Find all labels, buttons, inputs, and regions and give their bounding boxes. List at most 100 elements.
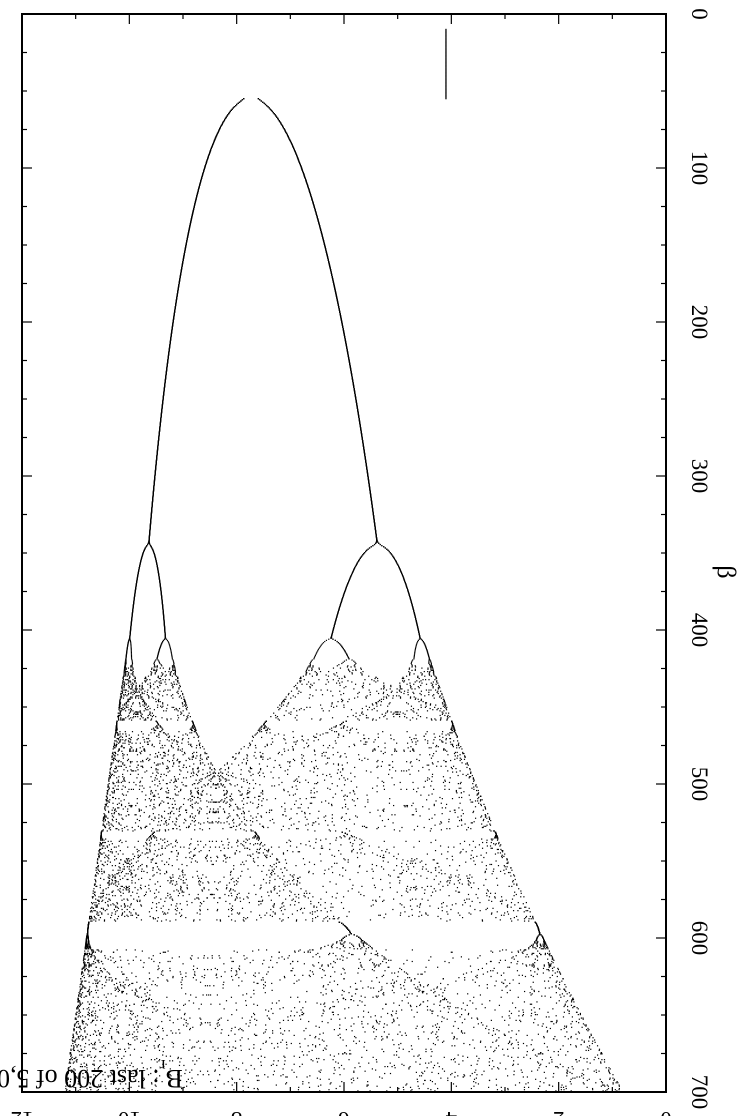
data-point [359, 426, 362, 428]
data-point [354, 661, 356, 663]
data-point [168, 347, 171, 349]
data-point [158, 660, 160, 662]
data-point [445, 86, 447, 88]
data-point [158, 433, 160, 435]
data-point [331, 274, 333, 277]
data-point [152, 549, 154, 551]
data-point [132, 689, 134, 691]
data-point [418, 677, 420, 680]
data-point [124, 682, 126, 684]
data-point [372, 512, 374, 514]
data-point [137, 571, 140, 573]
data-point [129, 637, 131, 639]
data-point [214, 137, 217, 139]
data-point [341, 324, 344, 326]
data-point [323, 241, 325, 243]
data-point [141, 556, 143, 558]
data-point [282, 126, 284, 129]
data-point [130, 649, 132, 651]
data-point [401, 572, 403, 574]
data-point [290, 690, 293, 692]
data-point [445, 32, 447, 34]
data-point [170, 670, 172, 673]
data-point [351, 572, 353, 574]
data-point [125, 689, 127, 691]
data-point [140, 689, 142, 691]
data-point [134, 691, 137, 693]
data-point [202, 173, 204, 175]
data-point [414, 615, 416, 617]
data-point [124, 668, 126, 670]
data-point [130, 665, 132, 667]
data-point [125, 673, 127, 675]
data-point [416, 624, 418, 626]
data-point [155, 561, 157, 563]
data-point [320, 230, 322, 233]
data-point [178, 682, 180, 684]
data-point [391, 690, 393, 692]
data-point [445, 91, 447, 94]
data-point [151, 503, 153, 505]
data-point [142, 552, 144, 554]
data-point [353, 569, 355, 571]
data-point [144, 680, 146, 682]
data-point [151, 667, 153, 669]
data-point [340, 601, 342, 603]
data-point [134, 677, 137, 680]
data-point [130, 644, 132, 646]
data-point [354, 392, 356, 394]
data-point [157, 687, 159, 689]
data-point [176, 296, 178, 298]
data-point [218, 130, 220, 132]
data-point [333, 286, 336, 288]
data-point [124, 689, 127, 691]
data-point [289, 140, 292, 143]
data-point [127, 642, 129, 644]
data-point [200, 180, 202, 182]
data-point [367, 473, 369, 475]
data-point [193, 206, 195, 208]
data-point [427, 670, 429, 673]
data-point [195, 199, 197, 201]
data-point [445, 70, 447, 72]
data-point [376, 540, 378, 542]
data-point [355, 669, 357, 672]
data-point [340, 318, 342, 320]
data-point [162, 610, 164, 613]
data-point [130, 651, 132, 653]
data-point [175, 299, 178, 301]
data-point [325, 251, 328, 253]
data-point [151, 504, 153, 506]
data-point [136, 688, 138, 690]
data-point [171, 654, 173, 657]
data-point [128, 681, 130, 683]
data-point [309, 685, 311, 688]
data-point [430, 660, 432, 662]
data-point [340, 600, 343, 602]
data-point [172, 683, 174, 685]
data-point [354, 565, 357, 568]
data-point [149, 531, 151, 533]
data-point [445, 58, 447, 60]
data-point [305, 669, 308, 672]
data-point [326, 689, 329, 691]
data-point [163, 616, 165, 618]
data-point [189, 222, 192, 225]
data-point [436, 680, 438, 682]
data-point [136, 579, 138, 581]
data-point [170, 334, 172, 337]
data-point [164, 631, 166, 633]
data-point [374, 523, 376, 525]
data-point [345, 345, 348, 347]
data-point [408, 592, 410, 594]
data-point [177, 287, 179, 289]
data-point [435, 676, 437, 678]
data-point [285, 132, 288, 134]
data-point [132, 668, 134, 670]
data-point [181, 266, 183, 268]
data-point [400, 688, 402, 690]
data-point [128, 687, 130, 689]
data-point [173, 664, 175, 666]
data-point [313, 657, 315, 659]
data-point [182, 257, 185, 259]
